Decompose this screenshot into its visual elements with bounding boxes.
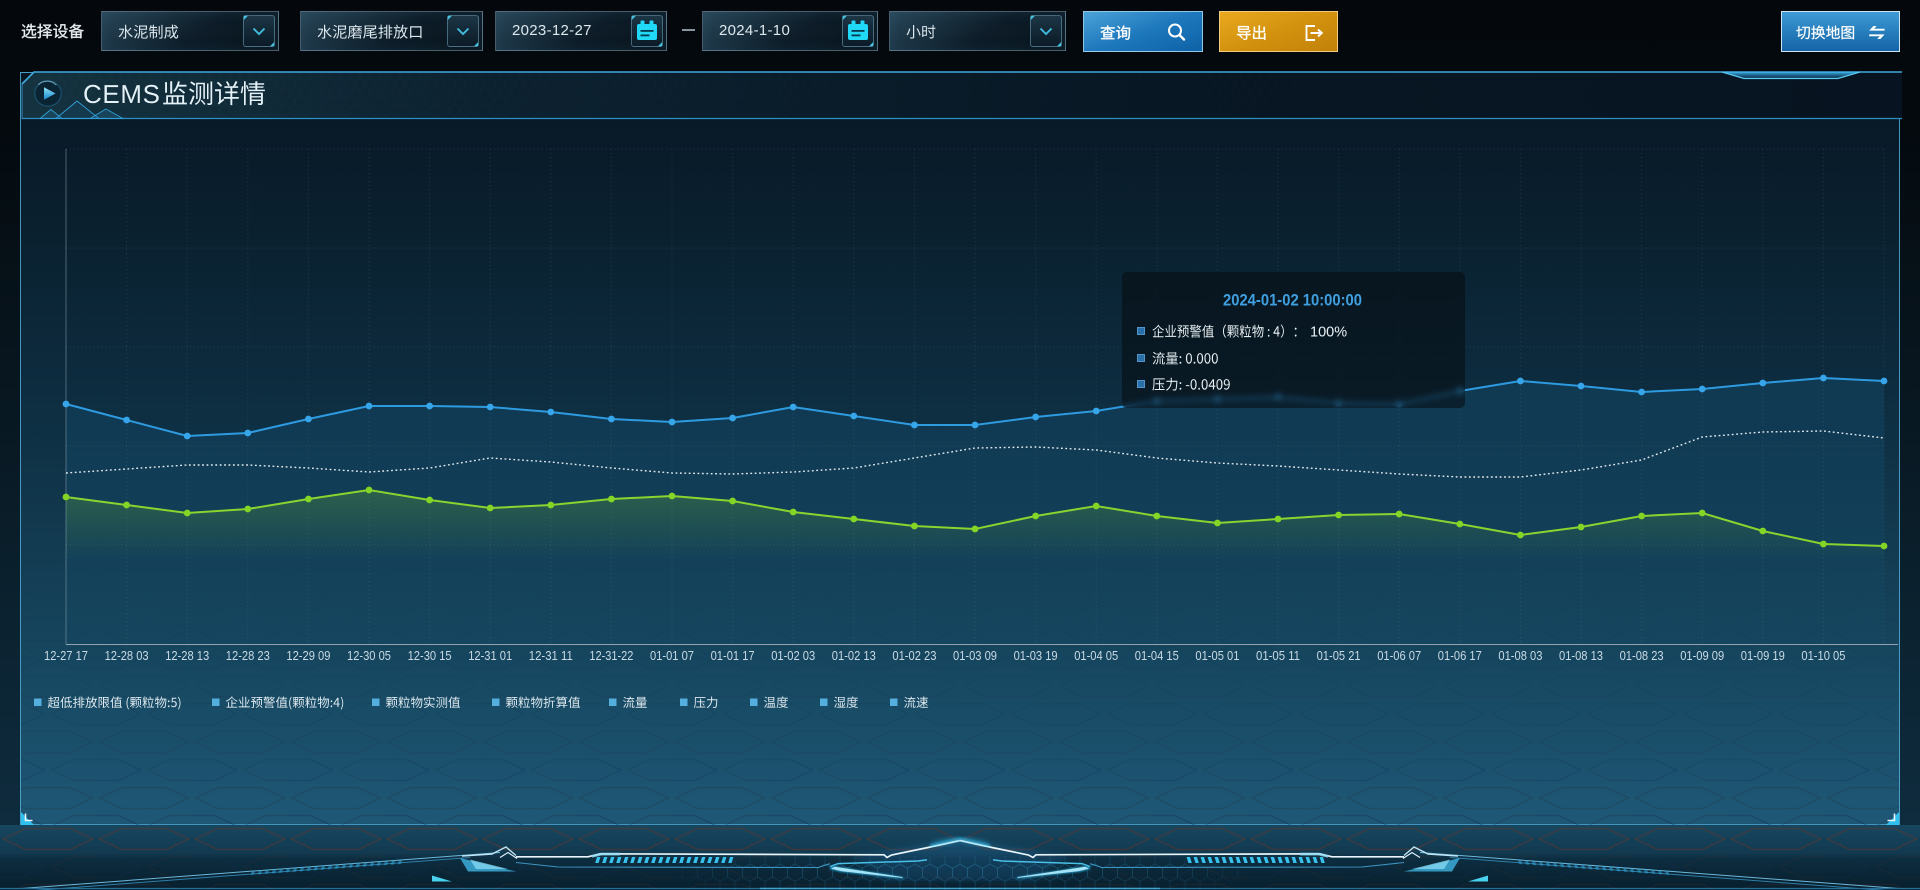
svg-text:12-31 11: 12-31 11 xyxy=(529,648,573,663)
svg-text:01-09 19: 01-09 19 xyxy=(1741,648,1785,663)
svg-text:01-01 17: 01-01 17 xyxy=(711,648,755,663)
svg-text:01-09 09: 01-09 09 xyxy=(1680,648,1724,663)
svg-text:01-10 05: 01-10 05 xyxy=(1801,648,1845,663)
svg-text:01-03 19: 01-03 19 xyxy=(1014,648,1058,663)
svg-text:01-06 17: 01-06 17 xyxy=(1438,648,1482,663)
svg-text:01-03 09: 01-03 09 xyxy=(953,648,997,663)
svg-text:01-04 05: 01-04 05 xyxy=(1074,648,1118,663)
svg-text:12-30 15: 12-30 15 xyxy=(408,648,452,663)
svg-text:12-31 01: 12-31 01 xyxy=(468,648,512,663)
svg-text:12-28 23: 12-28 23 xyxy=(226,648,270,663)
svg-text:01-08 03: 01-08 03 xyxy=(1498,648,1542,663)
svg-text:01-02 13: 01-02 13 xyxy=(832,648,876,663)
svg-text:12-28 03: 12-28 03 xyxy=(105,648,149,663)
svg-text:12-29 09: 12-29 09 xyxy=(286,648,330,663)
svg-text:01-08 13: 01-08 13 xyxy=(1559,648,1603,663)
svg-text:12-27 17: 12-27 17 xyxy=(44,648,88,663)
svg-text:2024-01-02 10:00:00: 2024-01-02 10:00:00 xyxy=(1223,291,1362,310)
svg-text:12-28 13: 12-28 13 xyxy=(165,648,209,663)
svg-text:01-04 15: 01-04 15 xyxy=(1135,648,1179,663)
svg-text:01-01 07: 01-01 07 xyxy=(650,648,694,663)
svg-text:12-31-22: 12-31-22 xyxy=(589,648,633,663)
svg-text:12-30 05: 12-30 05 xyxy=(347,648,391,663)
svg-text:100%: 100% xyxy=(1310,325,1347,341)
svg-text:01-02 03: 01-02 03 xyxy=(771,648,815,663)
svg-text:01-05 11: 01-05 11 xyxy=(1256,648,1300,663)
svg-text:01-05 01: 01-05 01 xyxy=(1195,648,1239,663)
svg-text:01-02 23: 01-02 23 xyxy=(892,648,936,663)
svg-text:01-08 23: 01-08 23 xyxy=(1620,648,1664,663)
svg-text:01-06 07: 01-06 07 xyxy=(1377,648,1421,663)
svg-text:01-05 21: 01-05 21 xyxy=(1317,648,1361,663)
